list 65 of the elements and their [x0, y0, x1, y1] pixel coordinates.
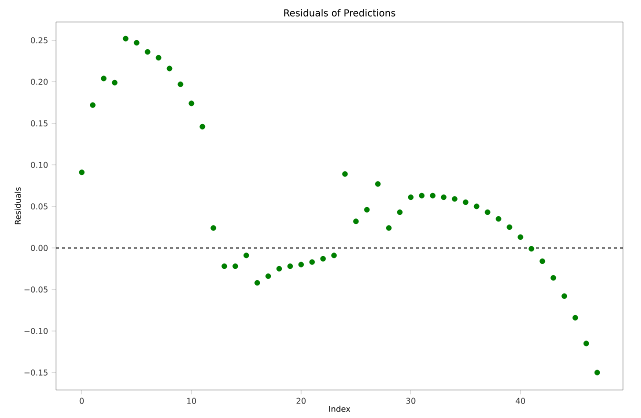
point — [540, 258, 546, 264]
x-tick-label: 0 — [80, 398, 84, 404]
y-tick-label: −0.05 — [24, 286, 48, 292]
y-tick-label: 0.00 — [30, 244, 48, 251]
point — [342, 171, 348, 177]
point — [484, 209, 490, 216]
point — [583, 340, 590, 346]
point — [452, 196, 458, 202]
point — [572, 314, 578, 321]
point — [298, 262, 304, 268]
point — [90, 102, 96, 108]
y-axis-title: Residuals — [14, 187, 21, 224]
point — [506, 224, 512, 230]
x-tick-label: 30 — [406, 398, 416, 404]
point — [210, 225, 216, 231]
point — [518, 234, 524, 240]
point — [364, 206, 370, 213]
point — [562, 293, 568, 299]
chart-title: Residuals of Predictions — [284, 9, 396, 16]
point — [134, 40, 140, 46]
y-tick-label: −0.15 — [24, 370, 48, 376]
point — [178, 81, 184, 88]
point — [156, 54, 162, 61]
point — [122, 36, 128, 42]
x-tick-label: 40 — [516, 398, 526, 404]
point — [200, 124, 206, 130]
y-tick-label: −0.10 — [24, 328, 48, 334]
point — [265, 273, 272, 279]
point — [375, 181, 381, 187]
y-tick-label: 0.20 — [30, 78, 48, 85]
point — [440, 194, 446, 200]
point — [309, 259, 315, 265]
x-tick-label: 20 — [296, 398, 306, 404]
point — [144, 49, 150, 55]
point — [78, 170, 85, 176]
point — [188, 100, 194, 106]
y-tick-label: 0.05 — [30, 203, 48, 210]
point — [397, 209, 403, 216]
point — [594, 370, 600, 376]
point — [232, 263, 238, 270]
point — [276, 266, 282, 272]
y-tick-label: 0.15 — [30, 120, 48, 126]
point — [430, 192, 436, 198]
point — [166, 66, 172, 72]
point — [112, 80, 118, 86]
point — [462, 199, 468, 206]
point — [243, 252, 250, 258]
point — [474, 204, 480, 210]
x-tick-label: 10 — [187, 398, 196, 404]
point — [408, 194, 414, 200]
point — [287, 263, 293, 270]
point — [496, 216, 502, 222]
y-tick-label: 0.25 — [30, 37, 48, 44]
y-tick-label: 0.10 — [30, 162, 48, 168]
point — [331, 252, 337, 258]
point — [528, 246, 534, 252]
x-axis-title: Index — [329, 406, 350, 412]
point — [254, 280, 260, 286]
point — [222, 263, 228, 270]
point — [550, 275, 556, 281]
point — [353, 218, 359, 224]
point — [418, 192, 425, 198]
point — [386, 225, 392, 231]
point — [320, 256, 326, 262]
point — [100, 76, 107, 82]
